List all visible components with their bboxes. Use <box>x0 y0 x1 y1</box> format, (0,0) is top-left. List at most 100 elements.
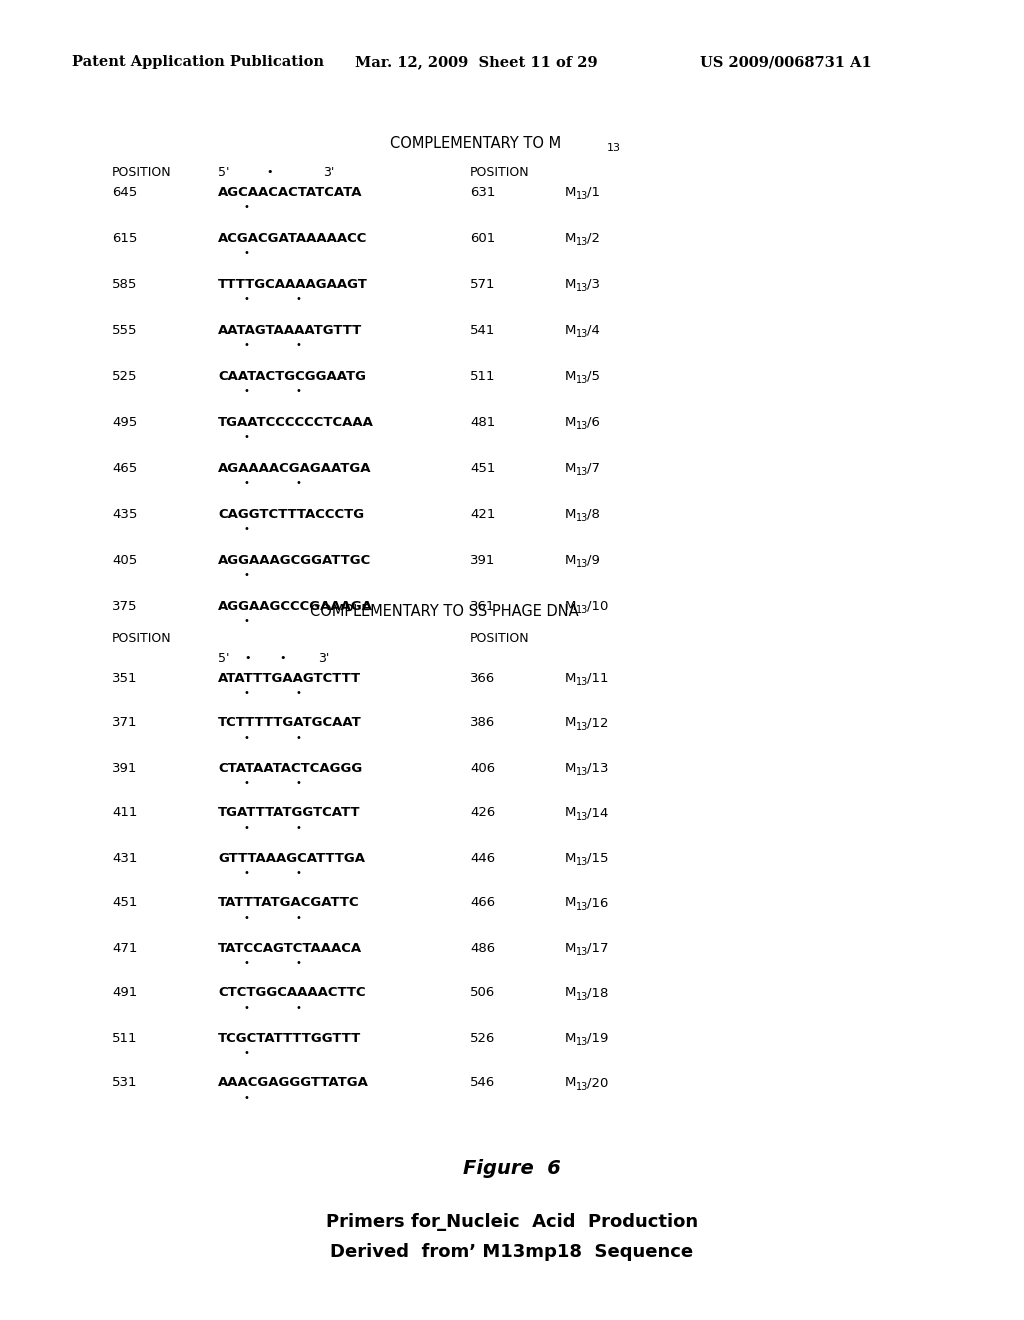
Text: /14: /14 <box>587 807 608 820</box>
Text: AATAGTAAAATGTTT: AATAGTAAAATGTTT <box>218 323 362 337</box>
Text: TATTTATGACGATTC: TATTTATGACGATTC <box>218 896 359 909</box>
Text: •: • <box>295 869 301 878</box>
Text: 465: 465 <box>112 462 137 474</box>
Text: •: • <box>243 202 249 213</box>
Text: POSITION: POSITION <box>112 631 172 644</box>
Text: 13: 13 <box>575 329 588 339</box>
Text: 431: 431 <box>112 851 137 865</box>
Text: M: M <box>565 507 577 520</box>
Text: •: • <box>280 653 287 663</box>
Text: AGAAAACGAGAATGA: AGAAAACGAGAATGA <box>218 462 372 474</box>
Text: 13: 13 <box>575 722 588 733</box>
Text: M: M <box>565 416 577 429</box>
Text: M: M <box>565 370 577 383</box>
Text: •: • <box>295 822 301 833</box>
Text: M: M <box>565 462 577 474</box>
Text: 426: 426 <box>470 807 496 820</box>
Text: •: • <box>243 478 249 488</box>
Text: 13: 13 <box>575 421 588 432</box>
Text: •: • <box>243 248 249 257</box>
Text: /16: /16 <box>587 896 608 909</box>
Text: 486: 486 <box>470 941 496 954</box>
Text: 481: 481 <box>470 416 496 429</box>
Text: M: M <box>565 717 577 730</box>
Text: •: • <box>243 869 249 878</box>
Text: 506: 506 <box>470 986 496 999</box>
Text: US 2009/0068731 A1: US 2009/0068731 A1 <box>700 55 871 69</box>
Text: Figure  6: Figure 6 <box>463 1159 561 1177</box>
Text: 446: 446 <box>470 851 496 865</box>
Text: 3': 3' <box>318 652 330 664</box>
Text: /12: /12 <box>587 717 608 730</box>
Text: 13: 13 <box>575 238 588 247</box>
Text: M: M <box>565 231 577 244</box>
Text: •: • <box>243 1003 249 1012</box>
Text: •: • <box>243 733 249 743</box>
Text: 531: 531 <box>112 1077 137 1089</box>
Text: 435: 435 <box>112 507 137 520</box>
Text: •: • <box>243 913 249 923</box>
Text: /17: /17 <box>587 941 608 954</box>
Text: 13: 13 <box>575 1082 588 1092</box>
Text: /4: /4 <box>587 323 600 337</box>
Text: Primers for ̲Nucleic  Acid  Production: Primers for ̲Nucleic Acid Production <box>326 1213 698 1232</box>
Text: COMPLEMENTARY TO M: COMPLEMENTARY TO M <box>390 136 561 150</box>
Text: •: • <box>295 958 301 968</box>
Text: /13: /13 <box>587 762 608 775</box>
Text: 13: 13 <box>575 513 588 523</box>
Text: 585: 585 <box>112 277 137 290</box>
Text: •: • <box>266 168 273 177</box>
Text: 3': 3' <box>323 165 335 178</box>
Text: 411: 411 <box>112 807 137 820</box>
Text: 451: 451 <box>112 896 137 909</box>
Text: 13: 13 <box>575 558 588 569</box>
Text: 13: 13 <box>575 467 588 477</box>
Text: /1: /1 <box>587 186 600 198</box>
Text: /10: /10 <box>587 599 608 612</box>
Text: TGATTTATGGTCATT: TGATTTATGGTCATT <box>218 807 360 820</box>
Text: 13: 13 <box>575 902 588 912</box>
Text: 511: 511 <box>470 370 496 383</box>
Text: M: M <box>565 323 577 337</box>
Text: 495: 495 <box>112 416 137 429</box>
Text: 361: 361 <box>470 599 496 612</box>
Text: •: • <box>243 524 249 535</box>
Text: 601: 601 <box>470 231 496 244</box>
Text: 555: 555 <box>112 323 137 337</box>
Text: 13: 13 <box>575 857 588 867</box>
Text: 351: 351 <box>112 672 137 685</box>
Text: •: • <box>295 688 301 698</box>
Text: /2: /2 <box>587 231 600 244</box>
Text: POSITION: POSITION <box>470 165 529 178</box>
Text: COMPLEMENTARY TO SS PHAGE DNA: COMPLEMENTARY TO SS PHAGE DNA <box>310 605 579 619</box>
Text: 366: 366 <box>470 672 496 685</box>
Text: •: • <box>243 432 249 442</box>
Text: /15: /15 <box>587 851 608 865</box>
Text: Mar. 12, 2009  Sheet 11 of 29: Mar. 12, 2009 Sheet 11 of 29 <box>355 55 598 69</box>
Text: /19: /19 <box>587 1031 608 1044</box>
Text: 525: 525 <box>112 370 137 383</box>
Text: /3: /3 <box>587 277 600 290</box>
Text: 546: 546 <box>470 1077 496 1089</box>
Text: POSITION: POSITION <box>112 165 172 178</box>
Text: /6: /6 <box>587 416 600 429</box>
Text: •: • <box>295 733 301 743</box>
Text: 5': 5' <box>218 165 229 178</box>
Text: 13: 13 <box>575 605 588 615</box>
Text: 406: 406 <box>470 762 496 775</box>
Text: 375: 375 <box>112 599 137 612</box>
Text: 371: 371 <box>112 717 137 730</box>
Text: CTCTGGCAAAACTTC: CTCTGGCAAAACTTC <box>218 986 366 999</box>
Text: AGGAAGCCCGAAAGA: AGGAAGCCCGAAAGA <box>218 599 373 612</box>
Text: 471: 471 <box>112 941 137 954</box>
Text: TATCCAGTCTAAACA: TATCCAGTCTAAACA <box>218 941 362 954</box>
Text: ACGACGATAAAAACC: ACGACGATAAAAACC <box>218 231 368 244</box>
Text: •: • <box>243 1093 249 1104</box>
Text: •: • <box>243 385 249 396</box>
Text: 386: 386 <box>470 717 496 730</box>
Text: M: M <box>565 807 577 820</box>
Text: 421: 421 <box>470 507 496 520</box>
Text: 13: 13 <box>575 282 588 293</box>
Text: 645: 645 <box>112 186 137 198</box>
Text: M: M <box>565 1077 577 1089</box>
